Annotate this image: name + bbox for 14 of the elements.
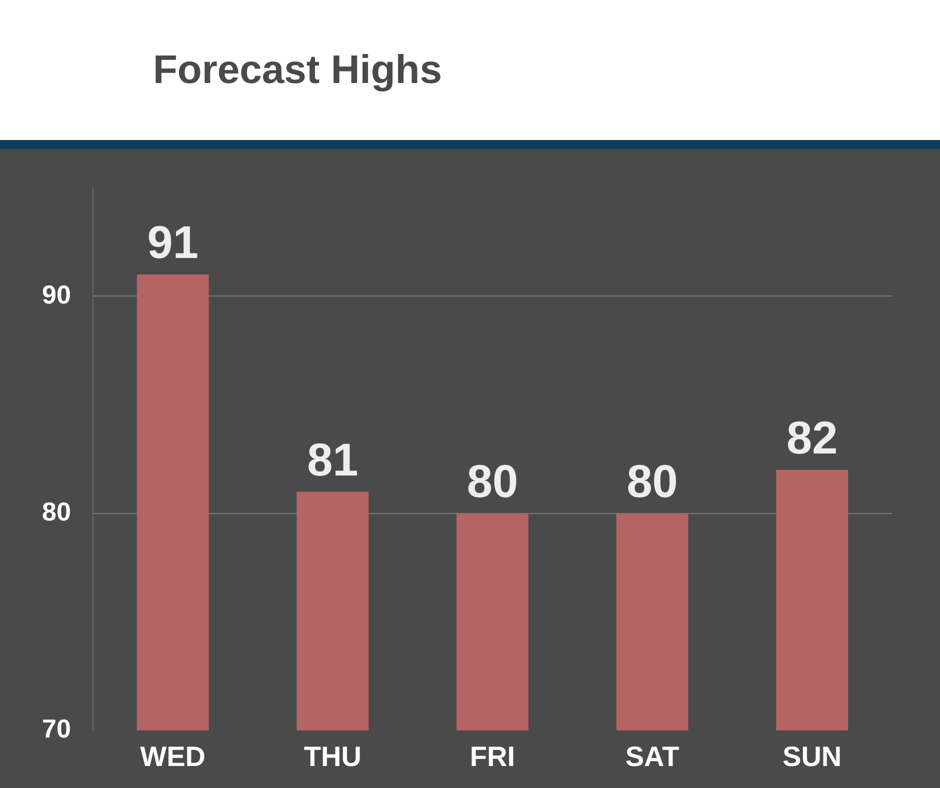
y-tick-label: 90: [42, 279, 71, 310]
data-label: 82: [786, 412, 838, 464]
data-label: 80: [466, 454, 518, 507]
x-tick-label: WED: [140, 740, 206, 772]
x-tick-label: SAT: [625, 740, 680, 772]
data-label: 91: [147, 216, 198, 268]
chart-title: Forecast Highs: [153, 48, 442, 93]
x-tick-label: FRI: [470, 740, 516, 772]
data-label: 81: [307, 433, 358, 486]
x-tick-label: THU: [304, 740, 362, 772]
y-tick-label: 80: [42, 496, 71, 526]
x-tick-label: SUN: [782, 740, 842, 772]
y-tick-label: 70: [42, 714, 71, 744]
data-label: 80: [626, 454, 678, 507]
